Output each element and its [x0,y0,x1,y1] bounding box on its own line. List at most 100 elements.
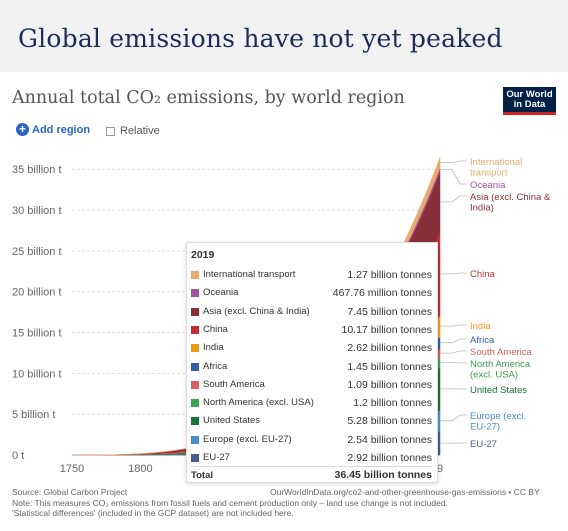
tooltip-swatch [191,380,199,389]
tooltip-series-value: 1.2 billion tonnes [353,397,432,410]
page-title: Global emissions have not yet peaked [18,24,503,53]
tooltip-row: Oceania 467.76 million tonnes [191,285,432,302]
plus-icon: + [16,123,29,136]
tooltip-row: Asia (excl. China & India) 7.45 billion t… [191,304,432,321]
tooltip-series-value: 10.17 billion tonnes [341,323,433,336]
label-connector [440,414,467,422]
series-label[interactable]: Oceania [470,180,506,191]
tooltip-row: United States 5.28 billion tonnes [191,413,432,430]
tooltip-series-name: Asia (excl. China & India) [203,305,310,317]
tooltip-swatch [191,271,199,279]
tooltip-row: Africa 1.45 billion tonnes [191,359,432,376]
y-tick-label: 35 billion t [12,164,62,176]
y-tick-label: 5 billion t [12,409,55,421]
tooltip-series-name: Africa [203,360,228,372]
y-tick-label: 30 billion t [12,205,62,217]
tooltip-total-row: Total 36.45 billion tonnes [191,466,432,481]
y-tick-label: 25 billion t [12,246,62,258]
chart-title: Annual total CO₂ emissions, by world reg… [12,88,405,108]
tooltip-swatch [191,435,199,444]
label-connector [440,324,467,327]
x-tick-label: 1750 [60,463,84,475]
label-connector [440,272,467,275]
tooltip-series-value: 2.54 billion tonnes [347,433,432,446]
tooltip-row: China 10.17 billion tonnes [191,322,432,339]
tooltip: 2019 International transport 1.27 billion… [186,242,438,483]
y-tick-label: 20 billion t [12,287,62,299]
tooltip-row: India 2.62 billion tonnes [191,340,432,357]
label-connector [440,350,467,354]
label-connector [440,169,467,185]
series-label[interactable]: EU-27) [470,422,500,433]
tooltip-row: EU-27 2.92 billion tonnes [191,450,432,467]
tooltip-total-label: Total [191,470,213,481]
label-connector [440,195,467,203]
tooltip-series-name: EU-27 [203,452,230,463]
tooltip-series-name: China [203,323,228,335]
footer-url[interactable]: OurWorldInData.org/co2-and-other-greenho… [270,487,540,497]
tooltip-swatch [191,344,199,353]
relative-toggle[interactable]: Relative [106,125,160,137]
tooltip-series-name: International transport [203,269,296,280]
relative-label: Relative [120,125,160,137]
tooltip-row: International transport 1.27 billion tonn… [191,267,432,284]
tooltip-swatch [191,289,199,298]
tooltip-total-value: 36.45 billion tonnes [334,469,432,481]
tooltip-series-name: Oceania [203,287,239,299]
tooltip-series-name: India [203,342,224,354]
logo-line-2: in Data [513,99,546,110]
tooltip-swatch [191,417,199,426]
tooltip-row: North America (excl. USA) 1.2 billion ton… [191,395,432,412]
owid-logo[interactable]: Our World in Data [503,87,556,115]
series-label[interactable]: India [470,321,491,332]
header-banner: Global emissions have not yet peaked [0,0,568,72]
tooltip-year: 2019 [191,249,215,261]
y-tick-label: 15 billion t [12,328,62,340]
footer-note-2: 'Statistical differences' (included in t… [12,508,294,518]
tooltip-series-name: Europe (excl. EU-27) [203,433,292,445]
series-label[interactable]: EU-27 [470,439,497,450]
series-label[interactable]: United States [470,385,527,396]
series-label[interactable]: (excl. USA) [470,370,518,381]
tooltip-series-value: 1.27 billion tonnes [347,269,432,281]
tooltip-series-value: 2.92 billion tonnes [347,452,432,464]
x-tick-label: 1800 [128,463,152,475]
tooltip-swatch [191,454,199,462]
tooltip-series-value: 1.45 billion tonnes [347,360,432,373]
logo-line-1: Our World [506,89,553,100]
series-label[interactable]: transport [470,168,508,179]
tooltip-series-value: 2.62 billion tonnes [347,342,432,355]
series-label[interactable]: Asia (excl. China & [470,192,551,203]
footer-source[interactable]: Source: Global Carbon Project [12,487,128,497]
label-connector [440,338,467,344]
relative-checkbox[interactable] [106,126,115,136]
tooltip-series-value: 5.28 billion tonnes [347,415,432,428]
tooltip-series-name: South America [203,378,265,390]
add-region-label: Add region [32,123,91,136]
y-tick-label: 0 t [12,450,24,462]
series-label[interactable]: India) [470,203,494,214]
series-label[interactable]: China [470,269,496,280]
series-label[interactable]: South America [470,347,532,358]
footer-note: Note: This measures CO₂ emissions from f… [12,497,448,508]
y-tick-label: 10 billion t [12,368,62,380]
label-connector [440,160,467,163]
tooltip-series-value: 7.45 billion tonnes [347,305,432,318]
tooltip-swatch [191,362,199,371]
tooltip-swatch [191,307,199,316]
series-label[interactable]: Europe (excl. [470,411,526,422]
tooltip-series-value: 467.76 million tonnes [332,287,432,300]
add-region-button[interactable]: + Add region [16,123,90,136]
tooltip-series-value: 1.09 billion tonnes [347,378,432,391]
tooltip-swatch [191,399,199,408]
tooltip-row: South America 1.09 billion tonnes [191,377,432,394]
logo-accent-bar [503,112,556,115]
label-connector [440,362,467,364]
tooltip-swatch [191,325,199,334]
series-label[interactable]: Africa [470,335,495,346]
tooltip-row: Europe (excl. EU-27) 2.54 billion tonnes [191,432,432,449]
tooltip-series-name: North America (excl. USA) [203,397,314,409]
tooltip-series-name: United States [203,415,261,427]
series-label[interactable]: International [470,157,522,168]
series-label[interactable]: North America [470,359,531,370]
